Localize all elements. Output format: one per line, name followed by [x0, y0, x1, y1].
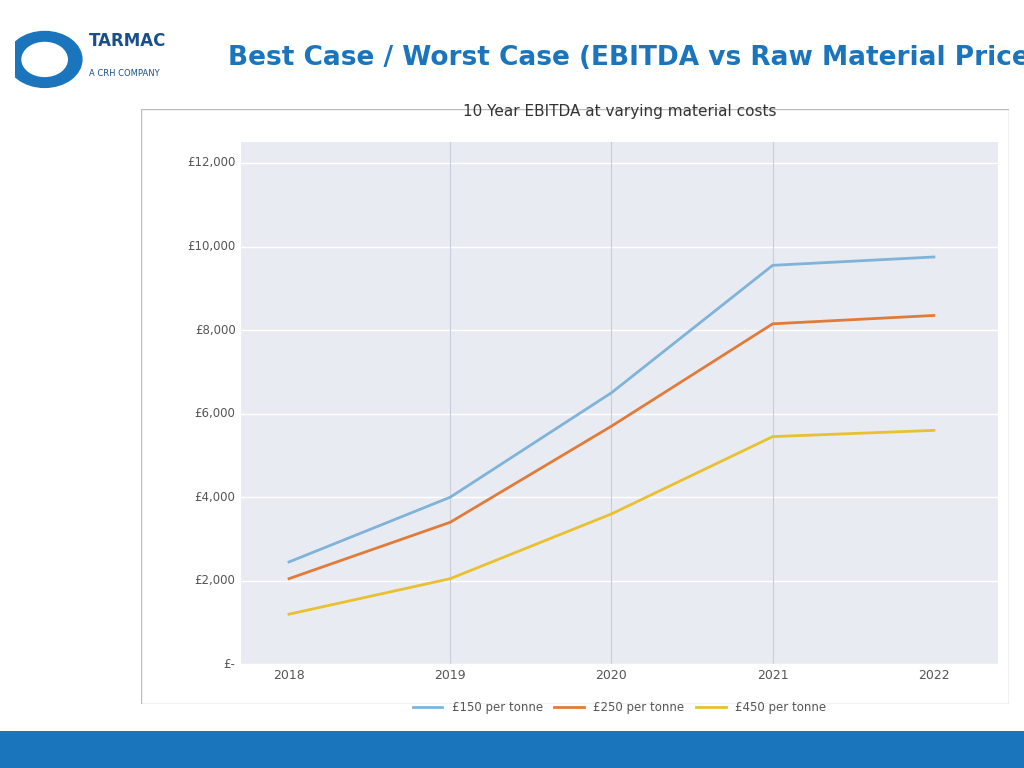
Text: £6,000: £6,000: [195, 407, 236, 420]
Line: £250 per tonne: £250 per tonne: [289, 316, 934, 578]
Text: Best Case / Worst Case (EBITDA vs Raw Material Price): Best Case / Worst Case (EBITDA vs Raw Ma…: [228, 45, 1024, 71]
£250 per tonne: [605, 422, 617, 431]
Text: £12,000: £12,000: [187, 157, 236, 170]
£250 per tonne: [283, 574, 295, 583]
Line: £150 per tonne: £150 per tonne: [289, 257, 934, 562]
Text: £10,000: £10,000: [187, 240, 236, 253]
£150 per tonne: [283, 558, 295, 567]
Circle shape: [23, 42, 68, 77]
Circle shape: [7, 31, 82, 88]
£450 per tonne: [444, 574, 457, 583]
£150 per tonne: [928, 253, 940, 262]
£150 per tonne: [444, 492, 457, 502]
Legend: £150 per tonne, £250 per tonne, £450 per tonne: £150 per tonne, £250 per tonne, £450 per…: [408, 696, 831, 719]
£450 per tonne: [605, 509, 617, 518]
£250 per tonne: [767, 319, 779, 329]
Text: 10 Year EBITDA at varying material costs: 10 Year EBITDA at varying material costs: [463, 104, 776, 119]
£150 per tonne: [605, 388, 617, 397]
£250 per tonne: [928, 311, 940, 320]
Text: £2,000: £2,000: [195, 574, 236, 588]
Line: £450 per tonne: £450 per tonne: [289, 430, 934, 614]
Text: £8,000: £8,000: [195, 323, 236, 336]
£250 per tonne: [444, 518, 457, 527]
Text: A CRH COMPANY: A CRH COMPANY: [89, 69, 159, 78]
Text: £-: £-: [223, 658, 236, 670]
£450 per tonne: [283, 610, 295, 619]
£150 per tonne: [767, 260, 779, 270]
Text: £4,000: £4,000: [195, 491, 236, 504]
£450 per tonne: [928, 425, 940, 435]
£450 per tonne: [767, 432, 779, 442]
Text: TARMAC: TARMAC: [89, 32, 166, 51]
